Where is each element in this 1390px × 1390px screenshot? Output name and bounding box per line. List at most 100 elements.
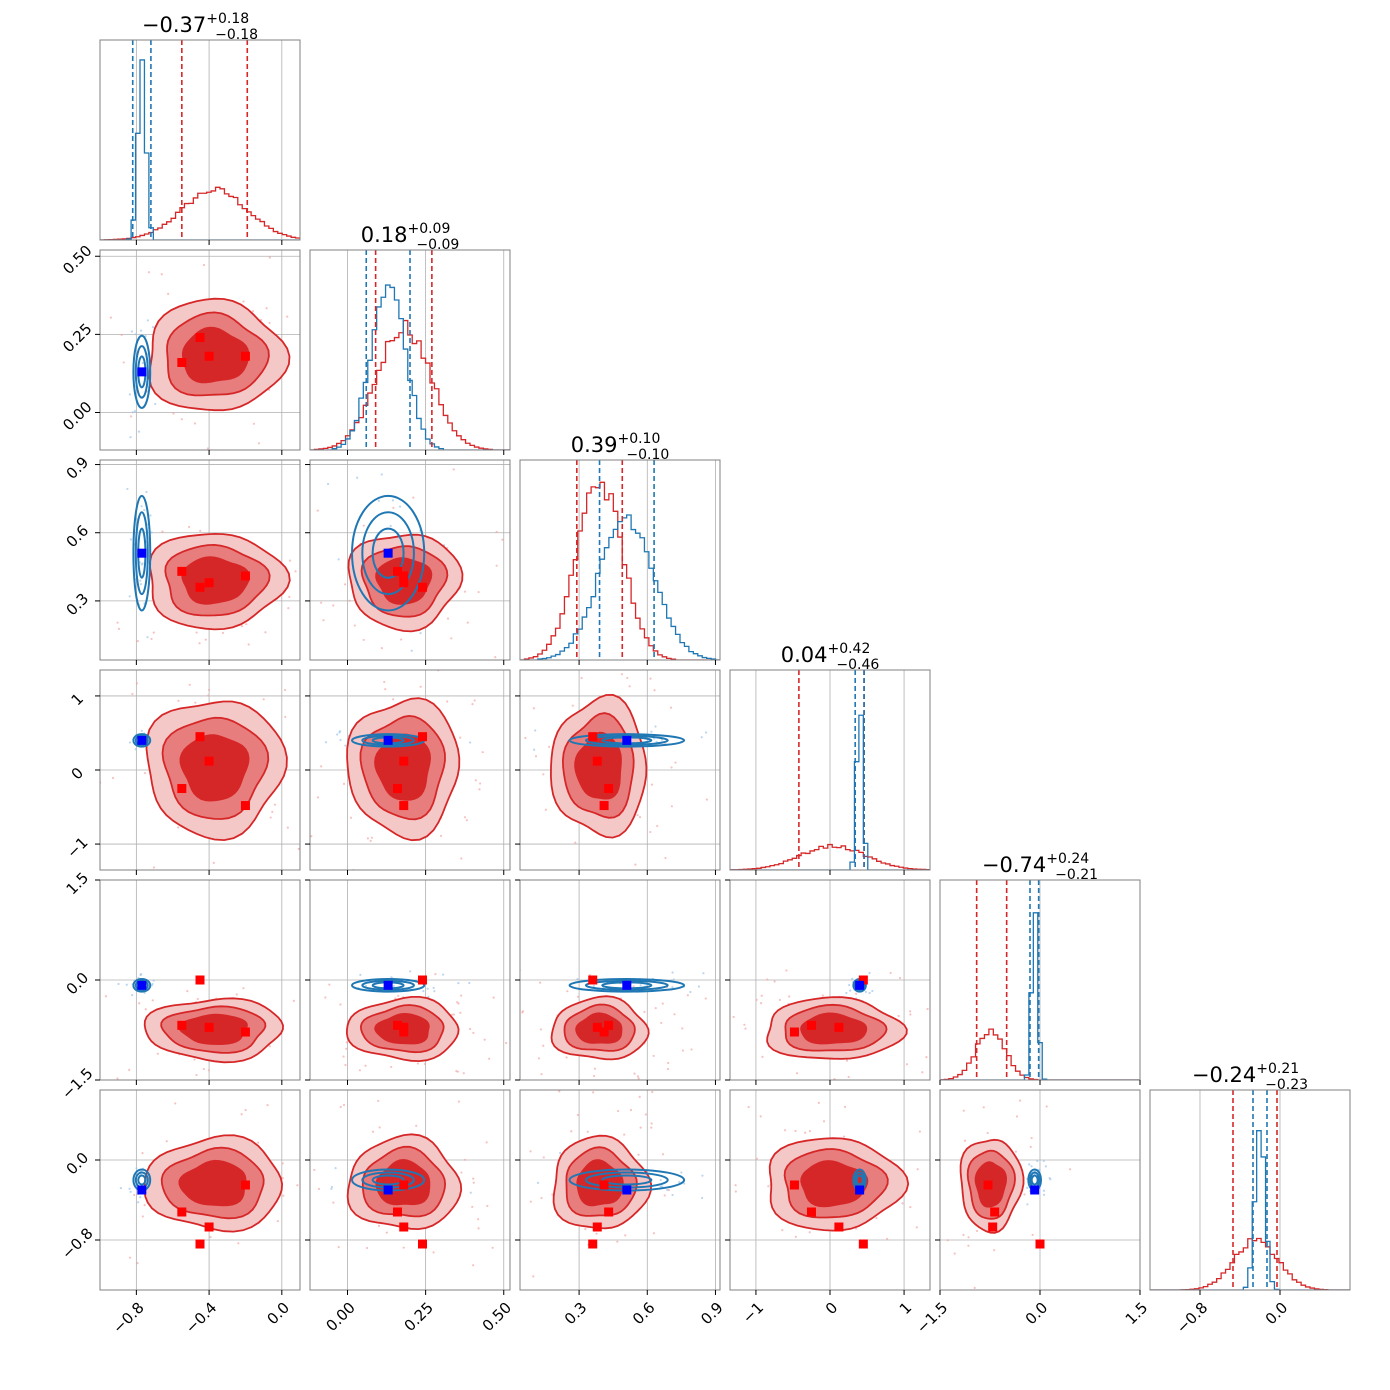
red-sample-point <box>377 1224 381 1227</box>
red-sample-point <box>322 619 325 622</box>
panel-1-1: 0.18+0.09 −0.09 <box>309 221 511 455</box>
x-tick-label: 1.5 <box>1122 1299 1152 1329</box>
red-sample-point <box>616 1240 619 1243</box>
red-sample-point <box>207 1069 210 1072</box>
red-sample-point <box>898 976 902 980</box>
red-sample-point <box>666 1067 670 1071</box>
red-marker <box>858 975 868 985</box>
red-sample-point <box>292 999 295 1002</box>
red-sample-point <box>629 1108 633 1112</box>
red-sample-point <box>412 496 415 499</box>
red-sample-point <box>511 716 513 718</box>
red-sample-point <box>576 995 580 998</box>
red-sample-point <box>1015 1115 1019 1118</box>
red-contour-level-3 <box>181 556 251 605</box>
title-value: 0.18 <box>361 223 408 247</box>
red-sample-point <box>242 300 245 303</box>
red-sample-point <box>328 408 330 410</box>
y-tick-label: 0.3 <box>63 590 93 620</box>
title-value: 0.39 <box>571 433 618 457</box>
blue-sample-point <box>139 583 143 586</box>
red-sample-point <box>165 1140 168 1143</box>
blue-sample-point <box>143 508 146 512</box>
blue-sample-point <box>576 978 579 981</box>
red-marker <box>588 1239 598 1249</box>
red-marker <box>604 1020 614 1030</box>
panel-content <box>520 880 720 1080</box>
y-tick-label: 0.6 <box>63 521 93 551</box>
red-sample-point <box>465 819 468 822</box>
panel-2-1 <box>305 459 511 665</box>
red-sample-point <box>207 688 211 691</box>
red-sample-point <box>773 980 776 983</box>
blue-sample-point <box>700 736 703 739</box>
red-sample-point <box>313 1168 316 1172</box>
blue-sample-point <box>337 558 340 561</box>
red-sample-point <box>472 1177 475 1180</box>
red-sample-point <box>257 1141 260 1144</box>
red-sample-point <box>473 699 476 702</box>
red-sample-point <box>377 1099 380 1103</box>
panel-content <box>520 460 720 660</box>
red-sample-point <box>539 1028 542 1031</box>
panel-content <box>511 670 720 870</box>
red-sample-point <box>648 1293 650 1295</box>
x-tick-label: 0.25 <box>401 1299 437 1335</box>
red-sample-point <box>156 1052 159 1055</box>
blue-contour-level-3 <box>855 1174 864 1186</box>
blue-sample-point <box>1044 1165 1047 1168</box>
red-sample-point <box>344 1063 347 1067</box>
red-sample-point <box>303 703 305 705</box>
title-value: −0.24 <box>1192 1063 1256 1087</box>
x-tick-label: 0.3 <box>561 1299 591 1329</box>
red-sample-point <box>973 1286 976 1289</box>
red-sample-point <box>207 694 210 697</box>
blue-sample-point <box>864 990 867 994</box>
blue-sample-point <box>145 490 148 494</box>
blue-contour-level-2 <box>361 511 415 596</box>
red-sample-point <box>459 736 462 739</box>
red-sample-point <box>285 1206 287 1208</box>
red-sample-point <box>368 1146 370 1148</box>
red-marker <box>418 975 427 985</box>
red-sample-point <box>342 782 346 785</box>
red-sample-point <box>314 365 316 367</box>
blue-sample-point <box>129 436 132 439</box>
panel-content <box>100 250 330 450</box>
panel-frame <box>99 39 301 241</box>
blue-sample-point <box>427 995 430 998</box>
panel-content <box>100 880 300 1080</box>
red-sample-point <box>212 861 215 864</box>
red-sample-point <box>817 1101 820 1104</box>
blue-contour-level-1 <box>132 334 152 409</box>
y-tick-label: −1 <box>63 833 91 861</box>
blue-sample-point <box>344 744 347 747</box>
red-marker <box>418 582 427 592</box>
red-sample-point <box>681 1049 685 1052</box>
red-sample-point <box>305 1148 307 1150</box>
red-sample-point <box>460 857 463 860</box>
param-title-2: 0.39+0.10 −0.10 <box>571 431 670 463</box>
red-sample-point <box>536 1025 538 1027</box>
red-marker <box>240 801 250 811</box>
blue-sample-point <box>1042 1193 1046 1196</box>
red-histogram-5 <box>1150 1237 1350 1290</box>
red-sample-point <box>177 699 180 702</box>
panel-1-0: 0.00 0.25 0.50 <box>59 242 330 455</box>
red-sample-point <box>324 768 326 770</box>
red-sample-point <box>397 994 400 997</box>
red-sample-point <box>649 677 652 680</box>
red-sample-point <box>383 663 385 665</box>
red-marker <box>240 351 250 361</box>
red-marker <box>599 801 609 811</box>
blue-histogram-4 <box>940 912 1140 1080</box>
blue-contour-level-2 <box>134 511 149 596</box>
red-sample-point <box>391 698 395 701</box>
red-histogram-1 <box>310 319 510 450</box>
red-sample-point <box>485 1226 487 1228</box>
red-sample-point <box>314 508 316 510</box>
red-sample-point <box>670 805 674 808</box>
red-sample-point <box>477 1227 480 1230</box>
x-tick-label: −0.4 <box>182 1299 220 1337</box>
red-sample-point <box>650 1122 653 1125</box>
